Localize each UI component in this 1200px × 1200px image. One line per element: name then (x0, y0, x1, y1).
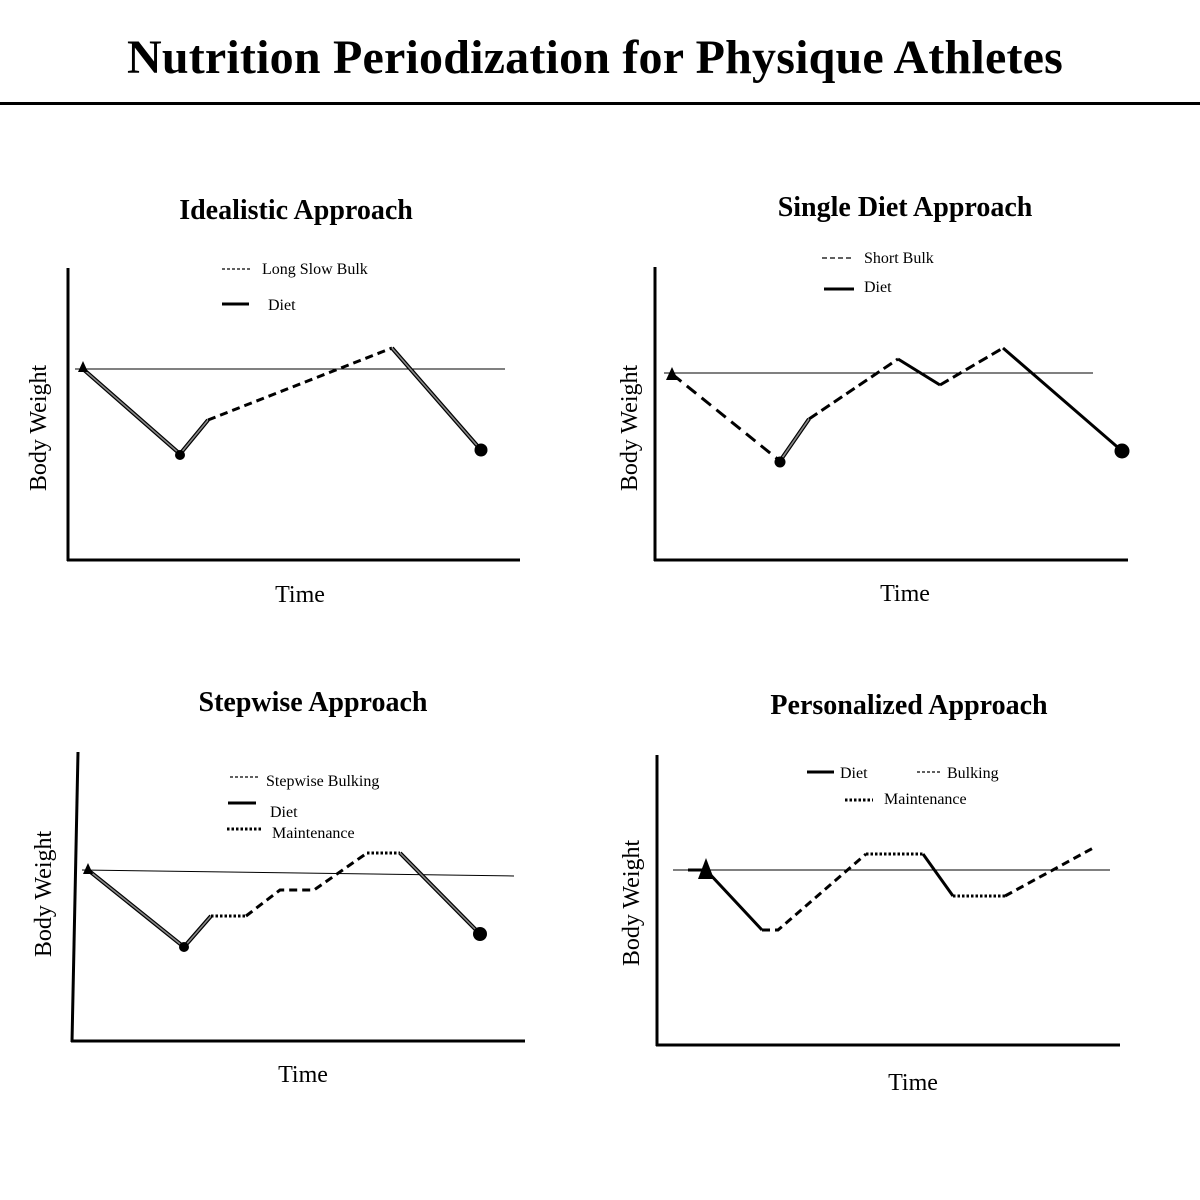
legend-label-long-slow-bulk: Long Slow Bulk (262, 261, 368, 278)
diet-segment (921, 853, 955, 897)
y-axis-label: Body Weight (617, 365, 643, 492)
x-axis-label: Time (278, 1062, 328, 1088)
legend-label-diet: Diet (268, 297, 296, 314)
start-marker (698, 858, 714, 879)
legend-label-diet: Diet (840, 765, 868, 782)
legend-label-short-bulk: Short Bulk (864, 250, 934, 267)
page-title: Nutrition Periodization for Physique Ath… (126, 31, 1064, 84)
diet-segment (1002, 346, 1123, 453)
bulk-segment (808, 357, 899, 421)
panel-title-idealistic: Idealistic Approach (179, 195, 413, 226)
legend-idealistic: Long Slow Bulk Diet (222, 261, 368, 314)
legend-label-stepwise-bulking: Stepwise Bulking (266, 773, 379, 790)
legend-label-bulking: Bulking (947, 765, 999, 782)
legend-label-diet: Diet (270, 804, 298, 821)
end-marker (473, 927, 487, 941)
x-axis-label: Time (888, 1070, 938, 1096)
legend-label-maintenance: Maintenance (884, 791, 967, 808)
panel-idealistic: Idealistic Approach Long Slow Bulk Diet … (26, 195, 520, 608)
title-divider (0, 102, 1200, 105)
diet-segment (81, 367, 210, 457)
panel-title-stepwise: Stepwise Approach (199, 687, 428, 718)
end-marker (774, 456, 786, 468)
diet-segment (897, 357, 941, 387)
start-marker (83, 863, 93, 874)
bulk-segment (207, 346, 393, 422)
end-marker (179, 942, 189, 952)
panel-title-personalized: Personalized Approach (770, 690, 1048, 721)
baseline-weight (81, 869, 515, 877)
x-axis-label: Time (880, 581, 930, 607)
x-axis-label: Time (275, 582, 325, 608)
bulk-segment (762, 852, 867, 932)
bulk-segment (671, 372, 781, 463)
start-marker (666, 367, 678, 380)
legend-label-maintenance: Maintenance (272, 825, 355, 842)
y-axis-label: Body Weight (26, 365, 52, 492)
panel-stepwise: Stepwise Approach Stepwise Bulking Diet … (31, 687, 525, 1088)
bulk-segment (939, 346, 1004, 387)
diet-segment (86, 868, 213, 950)
end-marker (474, 443, 488, 457)
legend-stepwise: Stepwise Bulking Diet Maintenance (227, 773, 379, 842)
bulk-segment (1004, 845, 1096, 898)
y-axis-label: Body Weight (619, 840, 645, 967)
legend-personalized: Diet Bulking Maintenance (807, 765, 999, 808)
legend-single-diet: Short Bulk Diet (822, 250, 934, 296)
legend-label-diet: Diet (864, 279, 892, 296)
end-marker (1114, 443, 1130, 459)
panel-personalized: Personalized Approach Diet Bulking Maint… (619, 690, 1120, 1096)
bulk-segment (245, 851, 368, 918)
panel-title-single-diet: Single Diet Approach (778, 192, 1033, 223)
diet-segment (398, 851, 482, 936)
y-axis-label: Body Weight (31, 831, 57, 958)
end-marker (175, 450, 185, 460)
start-marker (78, 361, 88, 372)
diet-segment (390, 346, 483, 452)
y-axis (70, 751, 80, 1043)
diet-segment (778, 417, 811, 463)
panel-single-diet: Single Diet Approach Short Bulk Diet Tim… (617, 192, 1130, 607)
